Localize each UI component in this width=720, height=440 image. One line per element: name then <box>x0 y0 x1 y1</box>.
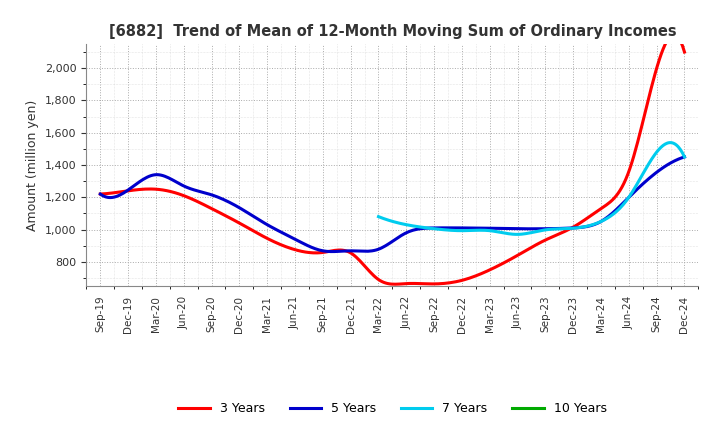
Y-axis label: Amount (million yen): Amount (million yen) <box>27 99 40 231</box>
Title: [6882]  Trend of Mean of 12-Month Moving Sum of Ordinary Incomes: [6882] Trend of Mean of 12-Month Moving … <box>109 24 676 39</box>
Legend: 3 Years, 5 Years, 7 Years, 10 Years: 3 Years, 5 Years, 7 Years, 10 Years <box>174 397 611 420</box>
